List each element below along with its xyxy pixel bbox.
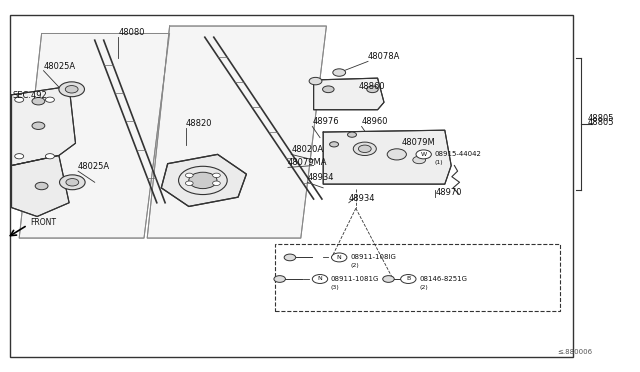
Text: 48934: 48934 [307, 173, 333, 182]
Polygon shape [147, 26, 326, 238]
Text: 48860: 48860 [358, 82, 385, 91]
Text: 48078A: 48078A [368, 52, 401, 61]
Circle shape [383, 276, 394, 282]
Circle shape [59, 82, 84, 97]
Circle shape [416, 150, 431, 159]
Polygon shape [12, 86, 76, 166]
Circle shape [312, 275, 328, 283]
Text: ≤.880006: ≤.880006 [557, 349, 592, 355]
Text: N: N [317, 276, 323, 282]
Circle shape [35, 182, 48, 190]
Circle shape [332, 253, 347, 262]
Circle shape [45, 97, 54, 102]
Bar [10, 15, 573, 357]
Polygon shape [161, 154, 246, 206]
Polygon shape [12, 155, 69, 217]
Text: 08911-1081G: 08911-1081G [331, 276, 380, 282]
Circle shape [353, 142, 376, 155]
Circle shape [45, 154, 54, 159]
Text: (2): (2) [350, 263, 359, 268]
Text: 48080: 48080 [118, 28, 145, 37]
Text: 48025A: 48025A [44, 62, 76, 71]
Text: 48805: 48805 [588, 118, 614, 127]
Text: 48025A: 48025A [78, 162, 110, 171]
Circle shape [284, 254, 296, 261]
Circle shape [274, 276, 285, 282]
Circle shape [367, 86, 378, 93]
Circle shape [358, 145, 371, 153]
Text: 48805: 48805 [588, 114, 614, 123]
Polygon shape [19, 33, 170, 238]
Circle shape [15, 97, 24, 102]
Circle shape [60, 175, 85, 190]
Text: 48934: 48934 [349, 194, 375, 203]
Text: 48020A: 48020A [291, 145, 323, 154]
Circle shape [413, 156, 426, 164]
Text: 08911-108lG: 08911-108lG [350, 254, 396, 260]
Text: SEC.492: SEC.492 [13, 92, 47, 100]
Circle shape [179, 166, 227, 195]
Text: FRONT: FRONT [31, 218, 57, 227]
Bar [275, 244, 560, 311]
Circle shape [212, 181, 220, 186]
Text: 08146-8251G: 08146-8251G [419, 276, 467, 282]
Text: 48970: 48970 [435, 188, 461, 197]
Circle shape [186, 173, 193, 177]
Text: N: N [337, 255, 342, 260]
Circle shape [32, 97, 45, 105]
Circle shape [15, 154, 24, 159]
Circle shape [330, 142, 339, 147]
Text: 48976: 48976 [312, 118, 339, 126]
Circle shape [387, 149, 406, 160]
Text: (3): (3) [331, 285, 340, 290]
Circle shape [66, 179, 79, 186]
Circle shape [189, 172, 217, 189]
Polygon shape [314, 78, 384, 110]
Text: 48820: 48820 [186, 119, 212, 128]
Circle shape [348, 132, 356, 137]
Text: 08915-44042: 08915-44042 [435, 151, 481, 157]
Circle shape [65, 86, 78, 93]
Text: 48079M: 48079M [402, 138, 436, 147]
Text: 48960: 48960 [362, 118, 388, 126]
Circle shape [186, 181, 193, 186]
Circle shape [401, 275, 416, 283]
Circle shape [333, 69, 346, 76]
Text: (1): (1) [435, 160, 443, 165]
Text: 48079MA: 48079MA [288, 158, 328, 167]
Circle shape [323, 86, 334, 93]
Circle shape [309, 77, 322, 85]
Text: B: B [406, 276, 410, 282]
Circle shape [32, 122, 45, 129]
Text: (2): (2) [419, 285, 428, 290]
Polygon shape [323, 130, 451, 184]
Text: W: W [420, 152, 427, 157]
Circle shape [212, 173, 220, 177]
